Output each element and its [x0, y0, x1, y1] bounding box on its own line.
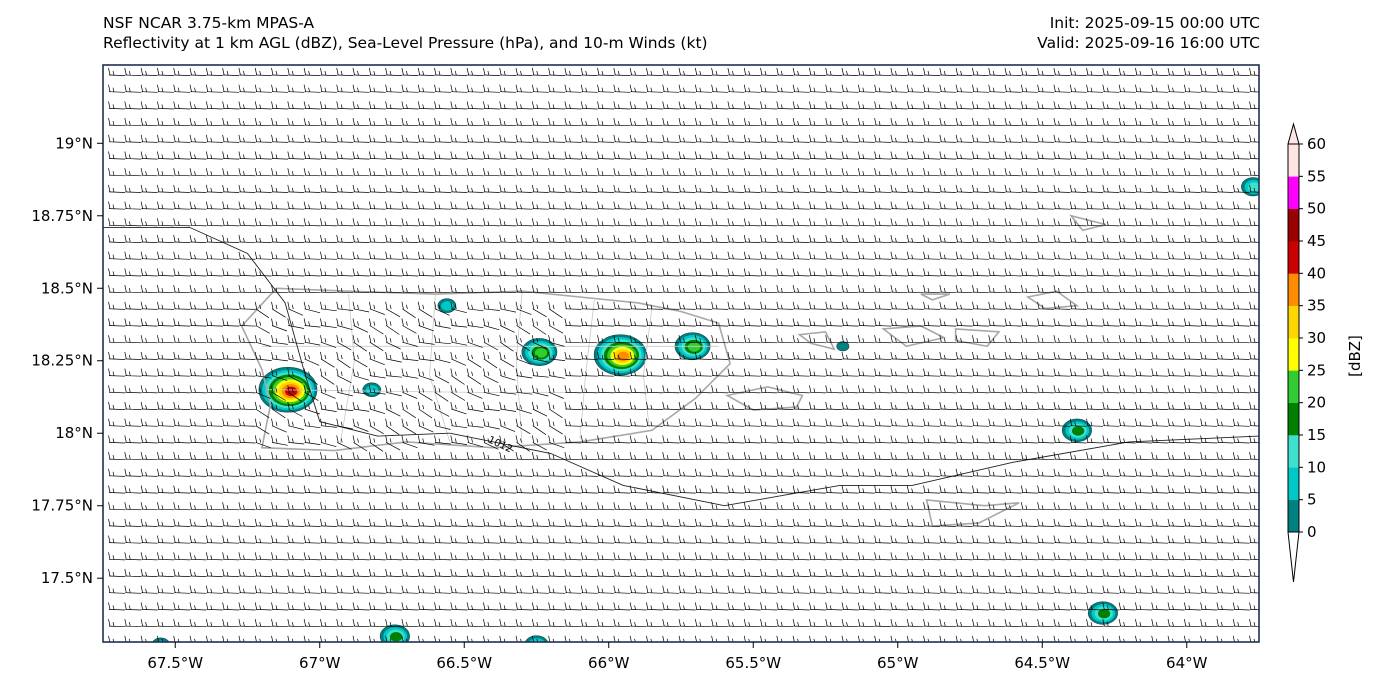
colorbar-segment: [1288, 435, 1299, 468]
lat-tick-label: 17.5°N: [41, 569, 93, 587]
reflectivity-contour: [441, 301, 454, 311]
coastline: [925, 498, 1020, 527]
lon-tick-label: 66.5°W: [436, 654, 492, 672]
municipal-border: [515, 291, 523, 445]
map-frame: [102, 64, 1260, 643]
isobar-line: [103, 226, 450, 437]
lat-tick-label: 19°N: [55, 134, 93, 152]
colorbar-tick-label: 50: [1307, 200, 1326, 218]
colorbar-tick-label: 40: [1307, 264, 1326, 282]
reflectivity-contour: [366, 385, 379, 395]
colorbar-tick-label: 55: [1307, 167, 1326, 185]
reflectivity-contour: [389, 632, 403, 642]
reflectivity-contour: [534, 348, 548, 358]
wind-barbs: [108, 67, 1259, 642]
colorbar-segment: [1288, 467, 1299, 500]
reflectivity-cell: [379, 624, 410, 642]
lat-tick-label: 17.75°N: [31, 497, 93, 515]
coastline: [920, 293, 951, 301]
colorbar-segment: [1288, 338, 1299, 371]
model-name: NSF NCAR 3.75-km MPAS-A: [103, 14, 315, 32]
colorbar: 0 5 10 15 20 25 30 35 40 45 50 55 60 [dBZ]: [1287, 122, 1364, 583]
chart-title-left: NSF NCAR 3.75-km MPAS-A Reflectivity at …: [103, 13, 708, 53]
lon-tick-label: 67°W: [299, 654, 341, 672]
colorbar-segment: [1288, 499, 1299, 533]
colorbar-segment: [1288, 241, 1299, 274]
colorbar-tick-label: 20: [1307, 394, 1326, 412]
colorbar-segment: [1288, 370, 1299, 403]
reflectivity-cell: [1241, 177, 1259, 197]
colorbar-segment: [1288, 305, 1299, 339]
municipal-border: [642, 305, 653, 428]
colorbar-tick-label: 35: [1307, 297, 1326, 315]
valid-time: Valid: 2025-09-16 16:00 UTC: [1037, 34, 1260, 52]
coastline: [954, 328, 1001, 348]
colorbar-tick-label: 0: [1307, 523, 1317, 541]
reflectivity-cell: [362, 382, 382, 398]
lon-tick-label: 66°W: [588, 654, 630, 672]
coastline: [240, 287, 731, 452]
coastline: [881, 325, 947, 348]
reflectivity-contour: [688, 342, 701, 352]
coastline: [1068, 214, 1106, 232]
lat-tick-label: 18.25°N: [31, 352, 93, 370]
lon-tick-label: 64°W: [1166, 654, 1208, 672]
colorbar-tick-label: 25: [1307, 361, 1326, 379]
lat-tick-label: 18.75°N: [31, 207, 93, 225]
colorbar-segment: [1288, 144, 1299, 177]
colorbar-tick-label: 5: [1307, 491, 1317, 509]
lon-tick-label: 67.5°W: [147, 654, 203, 672]
reflectivity-contour: [152, 637, 170, 642]
lon-tick-label: 65°W: [877, 654, 919, 672]
colorbar-over-arrow: [1287, 122, 1300, 145]
wind-barb-layer: [108, 67, 1259, 642]
chart-title-right: Init: 2025-09-15 00:00 UTC Valid: 2025-0…: [1037, 13, 1260, 53]
reflectivity-contour: [1071, 426, 1085, 436]
reflectivity-contour: [616, 351, 630, 362]
reflectivity-contour: [1097, 608, 1111, 619]
reflectivity-cell: [437, 298, 457, 313]
colorbar-segment: [1288, 176, 1299, 209]
colorbar-tick-label: 10: [1307, 458, 1326, 476]
lat-tick-label: 18.5°N: [41, 279, 93, 297]
init-time: Init: 2025-09-15 00:00 UTC: [1049, 14, 1260, 32]
field-description: Reflectivity at 1 km AGL (dBZ), Sea-Leve…: [103, 34, 708, 52]
colorbar-segment: [1288, 273, 1299, 306]
colorbar-tick-label: 45: [1307, 232, 1326, 250]
colorbar-segment: [1288, 208, 1299, 242]
coastline: [797, 330, 836, 351]
municipal-border: [579, 299, 595, 440]
isobar-line: [449, 432, 1259, 507]
lon-tick-label: 65.5°W: [725, 654, 781, 672]
colorbar-tick-label: 60: [1307, 135, 1326, 153]
lon-tick-label: 64.5°W: [1014, 654, 1070, 672]
reflectivity-cell: [521, 338, 558, 366]
axis-ticks: 19°N 18.75°N 18.5°N 18.25°N 18°N 17.75°N 17.5°…: [31, 134, 1207, 672]
coastline: [1025, 290, 1080, 310]
reflectivity-contour: [836, 341, 850, 352]
municipal-border: [339, 294, 355, 445]
colorbar-under-arrow: [1287, 531, 1300, 583]
reflectivity-contour: [285, 386, 298, 397]
colorbar-label: [dBZ]: [1346, 335, 1364, 377]
coastline: [42, 396, 74, 413]
municipal-border: [429, 294, 451, 443]
colorbar-tick-label: 15: [1307, 426, 1326, 444]
colorbar-tick-label: 30: [1307, 329, 1326, 347]
reflectivity-cell: [152, 637, 170, 642]
reflectivity-cell: [836, 341, 850, 352]
colorbar-segment: [1288, 402, 1299, 436]
reflectivity-cell: [524, 635, 549, 642]
lat-tick-label: 18°N: [55, 424, 93, 442]
